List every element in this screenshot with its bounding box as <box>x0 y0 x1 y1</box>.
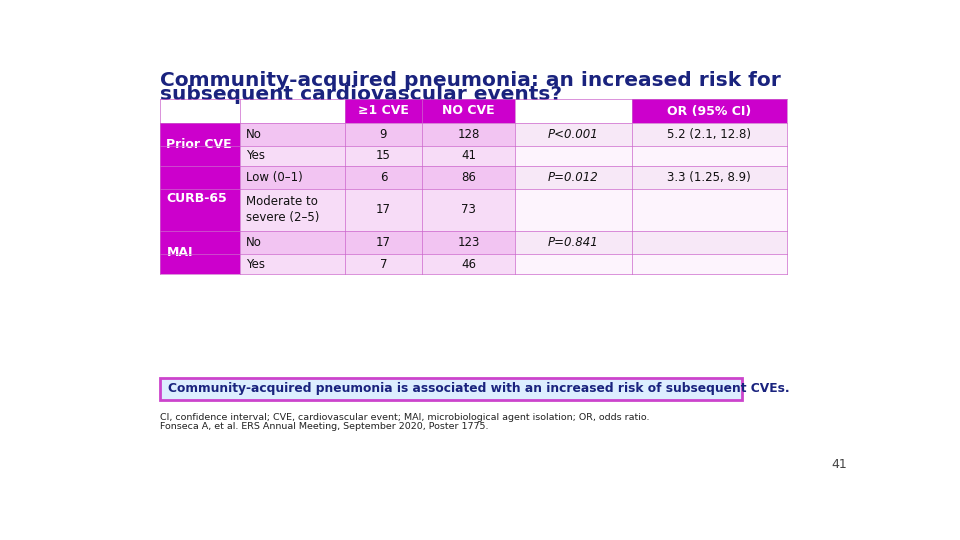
Text: MAI: MAI <box>166 246 193 259</box>
Bar <box>240 146 345 166</box>
Text: P=0.012: P=0.012 <box>548 171 599 184</box>
Text: 9: 9 <box>380 127 387 140</box>
Text: Fonseca A, et al. ERS Annual Meeting, September 2020, Poster 1775.: Fonseca A, et al. ERS Annual Meeting, Se… <box>160 422 489 431</box>
Text: Community-acquired pneumonia: an increased risk for: Community-acquired pneumonia: an increas… <box>160 71 781 90</box>
Bar <box>240 189 345 231</box>
Text: 41: 41 <box>461 149 476 162</box>
Bar <box>516 99 632 123</box>
Bar <box>345 146 422 166</box>
Bar <box>160 166 240 231</box>
Text: 3.3 (1.25, 8.9): 3.3 (1.25, 8.9) <box>667 171 751 184</box>
Text: 15: 15 <box>376 149 391 162</box>
Bar <box>345 254 422 274</box>
Text: P<0.001: P<0.001 <box>548 127 599 140</box>
Bar <box>632 123 786 146</box>
Text: NO CVE: NO CVE <box>443 105 495 118</box>
Text: No: No <box>247 236 262 249</box>
Text: 123: 123 <box>458 236 480 249</box>
Text: CI, confidence interval; CVE, cardiovascular event; MAI, microbiological agent i: CI, confidence interval; CVE, cardiovasc… <box>160 413 650 422</box>
Bar <box>632 99 786 123</box>
Text: Prior CVE: Prior CVE <box>166 138 232 151</box>
Bar <box>632 166 786 189</box>
Bar <box>160 378 741 400</box>
Bar <box>160 231 240 274</box>
Bar <box>632 231 786 254</box>
Text: No: No <box>247 127 262 140</box>
Text: 17: 17 <box>376 236 391 249</box>
Bar <box>422 146 516 166</box>
Text: CURB-65: CURB-65 <box>166 192 228 205</box>
Bar <box>422 99 516 123</box>
Bar <box>240 254 345 274</box>
Text: 41: 41 <box>831 458 847 471</box>
Bar <box>632 189 786 231</box>
Bar <box>516 123 632 146</box>
Bar <box>422 166 516 189</box>
Bar <box>516 231 632 254</box>
Bar <box>160 99 240 123</box>
Bar <box>632 254 786 274</box>
Bar <box>422 231 516 254</box>
Bar <box>422 123 516 146</box>
Text: 6: 6 <box>380 171 387 184</box>
Text: Moderate to
severe (2–5): Moderate to severe (2–5) <box>247 195 320 225</box>
Bar <box>422 254 516 274</box>
Bar <box>345 231 422 254</box>
Bar <box>422 189 516 231</box>
Text: 17: 17 <box>376 204 391 217</box>
Bar <box>160 123 240 166</box>
Bar <box>345 99 422 123</box>
Bar <box>516 254 632 274</box>
Text: ≥1 CVE: ≥1 CVE <box>358 105 409 118</box>
Text: 46: 46 <box>461 258 476 271</box>
Text: 86: 86 <box>462 171 476 184</box>
Text: 7: 7 <box>380 258 387 271</box>
Text: Yes: Yes <box>247 149 265 162</box>
Text: 128: 128 <box>458 127 480 140</box>
Text: P=0.841: P=0.841 <box>548 236 599 249</box>
Text: 73: 73 <box>462 204 476 217</box>
Bar <box>240 166 345 189</box>
Bar <box>240 231 345 254</box>
Text: 5.2 (2.1, 12.8): 5.2 (2.1, 12.8) <box>667 127 751 140</box>
Bar <box>345 123 422 146</box>
Text: OR (95% CI): OR (95% CI) <box>667 105 751 118</box>
Text: Yes: Yes <box>247 258 265 271</box>
Bar <box>516 189 632 231</box>
Text: Community-acquired pneumonia is associated with an increased risk of subsequent : Community-acquired pneumonia is associat… <box>168 382 790 395</box>
Bar <box>240 99 345 123</box>
Bar <box>632 146 786 166</box>
Bar <box>345 166 422 189</box>
Bar <box>516 166 632 189</box>
Bar <box>345 189 422 231</box>
Text: subsequent cardiovascular events?: subsequent cardiovascular events? <box>160 85 563 104</box>
Bar <box>516 146 632 166</box>
Text: Low (0–1): Low (0–1) <box>247 171 303 184</box>
Bar <box>240 123 345 146</box>
